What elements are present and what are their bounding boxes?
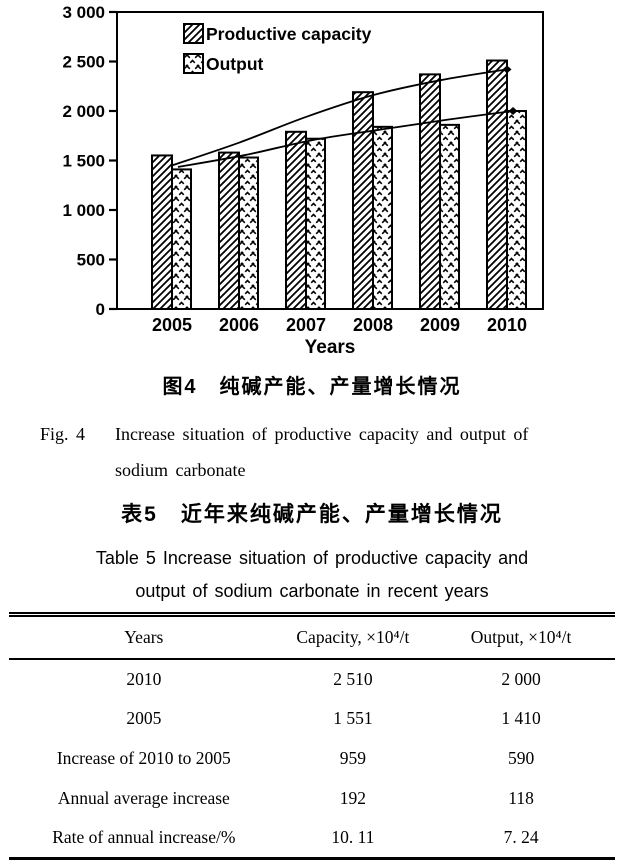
bar-capacity-2009	[419, 73, 441, 311]
table-cell: 2010	[126, 668, 162, 689]
bar-output-2009	[439, 123, 460, 310]
table-header-row: Years Capacity, ×10⁴/t Output, ×10⁴/t	[9, 615, 615, 659]
y-tick-label: 3 000	[62, 3, 105, 22]
x-tick-label: 2005	[152, 315, 192, 335]
figure4-caption-text: Increase situation of productive capacit…	[115, 424, 529, 444]
crosshatch-swatch-icon	[185, 55, 202, 72]
bar-output-2005	[171, 168, 192, 310]
bar-capacity-2006	[218, 151, 240, 310]
x-tick-label: 2008	[353, 315, 393, 335]
bar-output-2006	[238, 156, 259, 310]
table-cell: 118	[508, 788, 534, 808]
table-cell: 10. 11	[331, 827, 375, 848]
table-cell: 2 000	[501, 668, 541, 689]
trend-line-output	[177, 110, 514, 168]
x-tick-label: 2009	[420, 315, 460, 335]
table-cell: 192	[339, 788, 367, 808]
table-row: 2010 2 510 2 000	[9, 659, 615, 699]
y-tick-label: 1 500	[62, 152, 105, 171]
table-cell: 2005	[126, 708, 162, 728]
table5-caption-en: Table 5 Increase situation of productive…	[0, 542, 624, 608]
table-cell: Rate of annual increase/%	[52, 827, 236, 848]
table-cell: 1 410	[501, 708, 541, 728]
y-tick-label: 2 000	[62, 102, 105, 121]
figure4-caption-line1: Fig. 4 Increase situation of productive c…	[40, 416, 606, 452]
bar-output-2007	[305, 137, 326, 310]
y-tick-label: 500	[77, 251, 105, 270]
table-row: 2005 1 551 1 410	[9, 699, 615, 739]
table-cell: 1 551	[333, 708, 373, 728]
x-tick-label: 2010	[487, 315, 527, 335]
table-cell: 959	[339, 748, 367, 768]
trend-line-capacity	[171, 68, 508, 167]
figure4-label: Fig. 4	[40, 424, 86, 444]
figure4-caption-cn: 图4 纯碱产能、产量增长情况	[162, 376, 462, 398]
y-tick-label: 2 500	[62, 53, 105, 72]
figure4-caption-line2: sodium carbonate	[115, 460, 246, 480]
legend-label: Output	[206, 54, 264, 74]
bar-output-2010	[506, 110, 527, 310]
table-cell: 590	[507, 748, 535, 768]
table-row: Increase of 2010 to 2005 959 590	[9, 739, 615, 779]
bar-capacity-2010	[486, 59, 508, 311]
trend-end-marker	[502, 65, 512, 74]
diagonal-hatch-swatch-icon	[185, 25, 202, 42]
table5-caption-line2: output of sodium carbonate in recent yea…	[135, 581, 489, 601]
x-tick-label: 2006	[219, 315, 259, 335]
table-header-cell: Output, ×10⁴/t	[470, 626, 572, 647]
trend-end-marker	[508, 107, 518, 115]
table5-caption-cn: 表5 近年来纯碱产能、产量增长情况	[121, 503, 503, 526]
bar-output-2008	[372, 125, 393, 310]
bar-capacity-2008	[352, 91, 374, 310]
table5: Years Capacity, ×10⁴/t Output, ×10⁴/t 2010…	[9, 612, 615, 860]
bar-capacity-2007	[285, 130, 307, 310]
figure4-caption-en: Fig. 4 Increase situation of productive c…	[40, 416, 606, 488]
y-tick-label: 1 000	[62, 201, 105, 220]
table5-caption-line1: Table 5 Increase situation of productive…	[95, 548, 529, 568]
table-row: Annual average increase 192 118	[9, 779, 615, 819]
table-cell: 7. 24	[503, 827, 539, 848]
table-cell: Increase of 2010 to 2005	[56, 748, 231, 768]
table-header-cell: Capacity, ×10⁴/t	[296, 626, 410, 647]
legend-label: Productive capacity	[206, 24, 372, 44]
y-tick-label: 0	[96, 300, 105, 319]
bar-capacity-2005	[151, 154, 173, 310]
x-tick-label: 2007	[286, 315, 326, 335]
x-axis-label: Years	[305, 337, 356, 358]
table-header-cell: Years	[124, 626, 164, 647]
table-row: Rate of annual increase/% 10. 11 7. 24	[9, 819, 615, 859]
table-cell: 2 510	[333, 668, 373, 689]
table-cell: Annual average increase	[57, 788, 230, 808]
figure4-chart: 0 500 1 000 1 500 2 000 2 500 3 000 2005 2006 200…	[62, 3, 544, 358]
